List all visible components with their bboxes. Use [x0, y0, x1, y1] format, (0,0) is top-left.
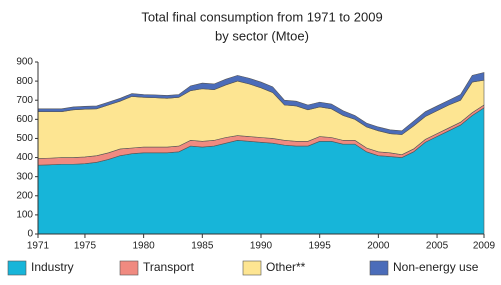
legend-swatch — [7, 260, 27, 276]
legend-label: Other** — [266, 260, 306, 274]
legend-swatch — [119, 260, 139, 276]
y-tick-label: 200 — [16, 190, 33, 201]
x-tick-label: 2005 — [426, 241, 449, 252]
y-tick-label: 400 — [16, 152, 33, 163]
x-tick-label: 1985 — [191, 241, 214, 252]
legend-swatch — [242, 260, 262, 276]
y-tick-label: 900 — [16, 57, 33, 68]
y-tick-label: 600 — [16, 114, 33, 125]
x-tick-label: 2009 — [473, 241, 496, 252]
x-tick-label: 1990 — [250, 241, 273, 252]
chart-subtitle: by sector (Mtoe) — [215, 28, 309, 43]
y-tick-label: 800 — [16, 76, 33, 87]
x-tick-label: 2000 — [367, 241, 390, 252]
x-tick-label: 1971 — [27, 241, 50, 252]
y-tick-label: 100 — [16, 210, 33, 221]
y-tick-label: 300 — [16, 171, 33, 182]
area — [37, 72, 485, 135]
legend-label: Non-energy use — [393, 260, 479, 274]
chart-title: Total final consumption from 1971 to 200… — [141, 9, 382, 24]
legend-label: Transport — [143, 260, 195, 274]
legend-swatch — [369, 260, 389, 276]
y-tick-label: 500 — [16, 133, 33, 144]
legend-label: Industry — [31, 260, 74, 274]
x-tick-label: 1975 — [74, 241, 97, 252]
y-tick-label: 700 — [16, 95, 33, 106]
x-tick-label: 1980 — [133, 241, 156, 252]
x-tick-label: 1995 — [309, 241, 332, 252]
y-tick-label: 0 — [27, 229, 33, 240]
